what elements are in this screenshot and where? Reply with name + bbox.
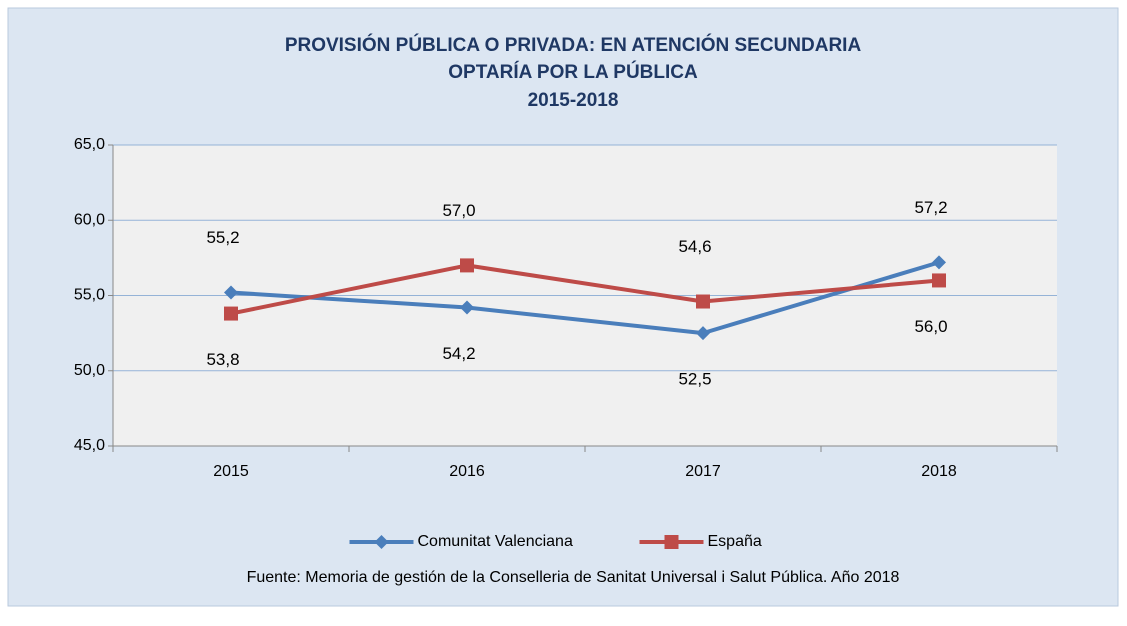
marker (696, 326, 710, 341)
data-label: 52,5 (678, 370, 711, 389)
marker (664, 535, 679, 549)
marker (224, 285, 238, 300)
series-line (230, 260, 940, 336)
marker (460, 300, 474, 315)
data-label: 57,2 (914, 198, 947, 217)
x-tick-label: 2016 (449, 463, 485, 480)
marker (932, 255, 946, 270)
marker (696, 294, 710, 309)
x-tick-label: 2017 (685, 463, 721, 480)
source-note: Fuente: Memoria de gestión de la Consell… (247, 569, 900, 586)
x-tick-label: 2015 (213, 463, 249, 480)
y-tick-label: 45,0 (74, 437, 105, 454)
data-label: 57,0 (442, 201, 475, 220)
data-label: 55,2 (206, 228, 239, 247)
y-tick-label: 65,0 (74, 136, 105, 153)
x-tick-label: 2018 (921, 463, 957, 480)
marker (932, 273, 946, 288)
chart-title: 2015-2018 (528, 90, 619, 111)
marker (374, 535, 389, 549)
chart-title: PROVISIÓN PÚBLICA O PRIVADA: EN ATENCIÓN… (285, 34, 862, 56)
data-label: 56,0 (914, 317, 947, 336)
y-tick-label: 50,0 (74, 362, 105, 379)
marker (460, 258, 474, 273)
data-label: 54,2 (442, 344, 475, 363)
data-label: 54,6 (678, 237, 711, 256)
marker (224, 306, 238, 321)
chart-title: OPTARÍA POR LA PÚBLICA (448, 61, 698, 83)
series-line (230, 263, 940, 316)
legend-label: Comunitat Valenciana (418, 533, 573, 550)
data-label: 53,8 (206, 350, 239, 369)
y-tick-label: 55,0 (74, 287, 105, 304)
y-tick-label: 60,0 (74, 211, 105, 228)
legend-label: España (708, 533, 762, 550)
